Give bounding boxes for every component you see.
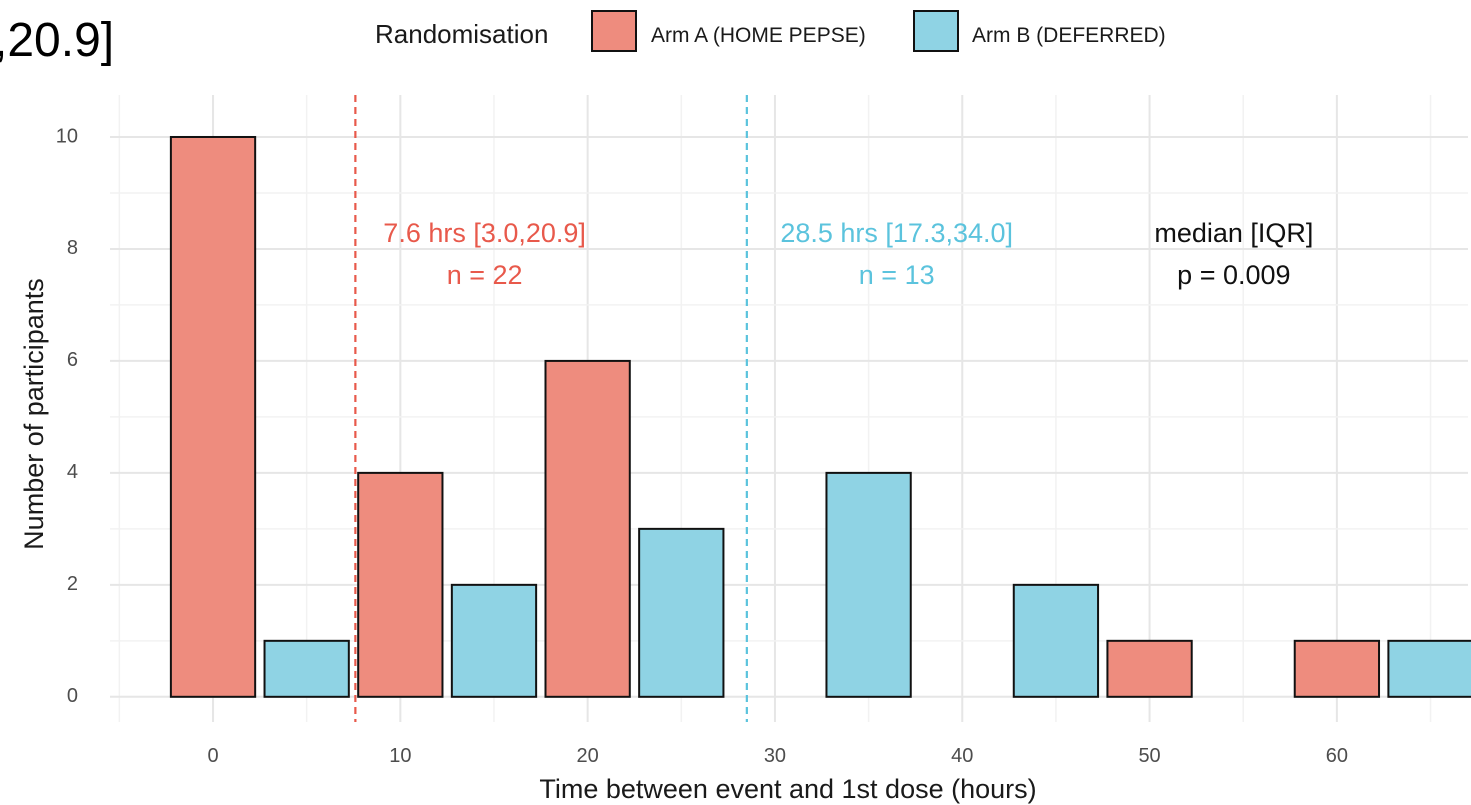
x-tick-label-10: 10 bbox=[389, 745, 411, 767]
y-tick-label-10: 10 bbox=[56, 125, 78, 147]
y-axis-title: Number of participants bbox=[19, 278, 49, 550]
annotations-layer: 7.6 hrs [3.0,20.9] n = 22 28.5 hrs [17.3,3… bbox=[383, 218, 1313, 290]
annotation-1: n = 22 bbox=[447, 260, 523, 290]
x-tick-label-30: 30 bbox=[764, 745, 786, 767]
legend-title: Randomisation bbox=[375, 19, 548, 49]
x-tick-label-50: 50 bbox=[1138, 745, 1160, 767]
annotation-2: 28.5 hrs [17.3,34.0] bbox=[780, 218, 1013, 248]
x-tick-label-20: 20 bbox=[577, 745, 599, 767]
annotation-0: 7.6 hrs [3.0,20.9] bbox=[383, 218, 586, 248]
annotation-4: median [IQR] bbox=[1154, 218, 1313, 248]
x-axis-ticks: 0 10 20 30 40 50 60 bbox=[207, 745, 1348, 767]
x-tick-label-40: 40 bbox=[951, 745, 973, 767]
legend-swatch-arm-a bbox=[591, 10, 637, 52]
median-lines-layer bbox=[354, 95, 748, 722]
y-axis-ticks: 0 2 4 6 8 10 bbox=[56, 125, 78, 707]
annotation-5: p = 0.009 bbox=[1177, 260, 1290, 290]
bar-arm-b-9 bbox=[1012, 583, 1100, 698]
y-tick-label-6: 6 bbox=[67, 349, 78, 371]
legend-label-arm-a: Arm A (HOME PEPSE) bbox=[651, 24, 866, 47]
bar-arm-b-1 bbox=[263, 639, 350, 698]
bar-arm-a-12 bbox=[1293, 639, 1381, 698]
bar-arm-b-13 bbox=[1387, 639, 1471, 698]
x-axis-title: Time between event and 1st dose (hours) bbox=[539, 774, 1036, 804]
bar-arm-b-5 bbox=[638, 527, 725, 698]
bar-arm-b-7 bbox=[825, 471, 912, 698]
y-tick-label-4: 4 bbox=[67, 461, 78, 483]
bar-arm-a-2 bbox=[357, 471, 444, 698]
x-tick-label-0: 0 bbox=[207, 745, 218, 767]
legend-label-arm-b: Arm B (DEFERRED) bbox=[972, 24, 1166, 47]
bar-arm-a-10 bbox=[1106, 639, 1193, 698]
y-tick-label-8: 8 bbox=[67, 237, 78, 259]
grid-lines bbox=[110, 95, 1468, 722]
legend: Randomisation Arm A (HOME PEPSE) Arm B (… bbox=[375, 10, 1166, 52]
legend-swatch-arm-b bbox=[913, 10, 959, 52]
cropped-title-fragment: ,20.9] bbox=[0, 14, 114, 67]
y-tick-label-2: 2 bbox=[67, 573, 78, 595]
annotation-3: n = 13 bbox=[859, 260, 935, 290]
y-tick-label-0: 0 bbox=[67, 685, 78, 707]
bars-layer bbox=[169, 135, 1471, 698]
x-tick-label-60: 60 bbox=[1326, 745, 1348, 767]
bar-arm-b-3 bbox=[450, 583, 538, 698]
bar-arm-a-0 bbox=[169, 135, 257, 698]
bar-arm-a-4 bbox=[544, 359, 631, 698]
